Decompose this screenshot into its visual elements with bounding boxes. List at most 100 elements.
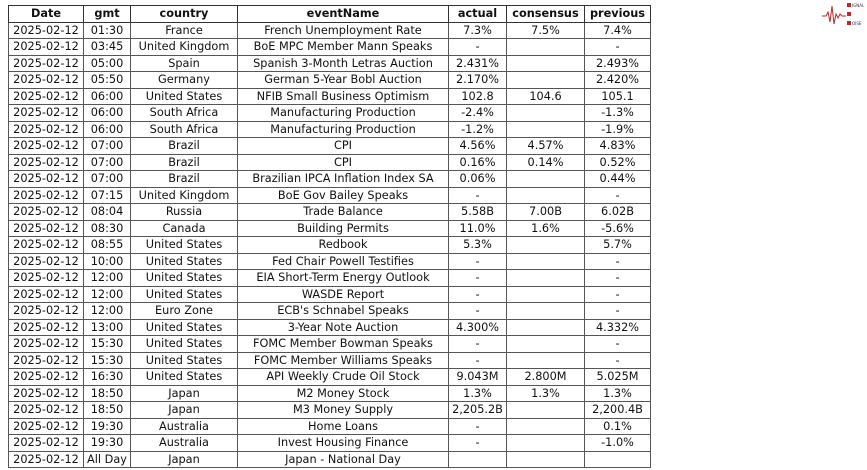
cell-actual: 2,205.2B — [448, 401, 507, 419]
cell-date: 2025-02-12 — [8, 450, 84, 468]
cell-date: 2025-02-12 — [8, 302, 84, 320]
cell-event-name: API Weekly Crude Oil Stock — [237, 368, 449, 386]
cell-country: United States — [130, 335, 238, 353]
column-header-date: Date — [8, 5, 84, 23]
cell-consensus — [506, 71, 585, 89]
cell-date: 2025-02-12 — [8, 335, 84, 353]
table-row: 2025-02-12 19:30 Australia Invest Housing F… — [8, 434, 651, 452]
column-header-previous: previous — [584, 5, 651, 23]
cell-event-name: WASDE Report — [237, 285, 449, 303]
cell-gmt: 13:00 — [83, 318, 131, 336]
cell-consensus — [506, 401, 585, 419]
table-row: 2025-02-12 16:30 United States API Weekly C… — [8, 368, 651, 386]
cell-date: 2025-02-12 — [8, 318, 84, 336]
cell-consensus — [506, 170, 585, 188]
cell-date: 2025-02-12 — [8, 203, 84, 221]
cell-previous: 2.420% — [584, 71, 651, 89]
cell-gmt: 06:00 — [83, 104, 131, 122]
cell-previous: - — [584, 351, 651, 369]
cell-consensus — [506, 186, 585, 204]
table-row: 2025-02-12 12:00 Euro Zone ECB's Schnabel S… — [8, 302, 651, 320]
cell-consensus — [506, 417, 585, 435]
table-row: 2025-02-12 07:15 United Kingdom BoE Gov Bai… — [8, 186, 651, 204]
cell-consensus — [506, 335, 585, 353]
cell-previous: 105.1 — [584, 87, 651, 105]
cell-consensus: 1.3% — [506, 384, 585, 402]
cell-country: United Kingdom — [130, 38, 238, 56]
cell-event-name: CPI — [237, 137, 449, 155]
cell-gmt: 12:00 — [83, 302, 131, 320]
cell-previous: - — [584, 285, 651, 303]
cell-previous: 1.3% — [584, 384, 651, 402]
column-header-event-name: eventName — [237, 5, 449, 23]
table-row: 2025-02-12 06:00 United States NFIB Small B… — [8, 87, 651, 105]
cell-country: Canada — [130, 219, 238, 237]
cell-date: 2025-02-12 — [8, 236, 84, 254]
cell-consensus: 0.14% — [506, 153, 585, 171]
cell-date: 2025-02-12 — [8, 417, 84, 435]
cell-consensus — [506, 269, 585, 287]
cell-event-name: M3 Money Supply — [237, 401, 449, 419]
cell-actual: -1.2% — [448, 120, 507, 138]
column-header-country: country — [130, 5, 238, 23]
cell-country: United States — [130, 318, 238, 336]
cell-country: Brazil — [130, 153, 238, 171]
cell-actual: - — [448, 252, 507, 270]
table-row: 2025-02-12 07:00 Brazil Brazilian IPCA Infl… — [8, 170, 651, 188]
cell-date: 2025-02-12 — [8, 401, 84, 419]
column-header-consensus: consensus — [506, 5, 585, 23]
table-row: 2025-02-12 03:45 United Kingdom BoE MPC Mem… — [8, 38, 651, 56]
cell-country: United States — [130, 252, 238, 270]
cell-gmt: 19:30 — [83, 434, 131, 452]
table-row: 2025-02-12 12:00 United States EIA Short-Te… — [8, 269, 651, 287]
cell-event-name: Redbook — [237, 236, 449, 254]
cell-consensus: 104.6 — [506, 87, 585, 105]
cell-event-name: Manufacturing Production — [237, 120, 449, 138]
cell-event-name: Manufacturing Production — [237, 104, 449, 122]
cell-actual: 102.8 — [448, 87, 507, 105]
cell-actual: 9.043M — [448, 368, 507, 386]
cell-event-name: French Unemployment Rate — [237, 21, 449, 39]
cell-consensus — [506, 38, 585, 56]
cell-event-name: Invest Housing Finance — [237, 434, 449, 452]
cell-event-name: M2 Money Stock — [237, 384, 449, 402]
cell-date: 2025-02-12 — [8, 137, 84, 155]
cell-date: 2025-02-12 — [8, 368, 84, 386]
svg-text:IGNAL: IGNAL — [852, 3, 865, 8]
cell-country: United States — [130, 351, 238, 369]
table-row: 2025-02-12 05:50 Germany German 5-Year Bobl… — [8, 71, 651, 89]
cell-previous: -1.0% — [584, 434, 651, 452]
cell-country: South Africa — [130, 104, 238, 122]
cell-previous: 0.44% — [584, 170, 651, 188]
cell-actual: 5.3% — [448, 236, 507, 254]
economic-calendar-table: Date gmt country eventName actual consensus pr… — [8, 5, 651, 468]
cell-previous: - — [584, 269, 651, 287]
table-row: 2025-02-12 06:00 South Africa Manufacturing… — [8, 120, 651, 138]
cell-date: 2025-02-12 — [8, 153, 84, 171]
cell-date: 2025-02-12 — [8, 87, 84, 105]
cell-country: South Africa — [130, 120, 238, 138]
cell-consensus — [506, 285, 585, 303]
cell-previous: 2,200.4B — [584, 401, 651, 419]
cell-event-name: Spanish 3-Month Letras Auction — [237, 54, 449, 72]
cell-gmt: 03:45 — [83, 38, 131, 56]
cell-gmt: 10:00 — [83, 252, 131, 270]
cell-gmt: 07:00 — [83, 170, 131, 188]
cell-event-name: NFIB Small Business Optimism — [237, 87, 449, 105]
table-row: 2025-02-12 19:30 Australia Home Loans - 0.1% — [8, 417, 651, 435]
cell-previous: -1.9% — [584, 120, 651, 138]
cell-gmt: 06:00 — [83, 87, 131, 105]
cell-previous: - — [584, 38, 651, 56]
cell-actual — [448, 450, 507, 468]
column-header-actual: actual — [448, 5, 507, 23]
cell-event-name: Fed Chair Powell Testifies — [237, 252, 449, 270]
cell-consensus: 7.5% — [506, 21, 585, 39]
cell-consensus — [506, 54, 585, 72]
cell-country: United States — [130, 87, 238, 105]
cell-actual: 0.16% — [448, 153, 507, 171]
cell-gmt: 16:30 — [83, 368, 131, 386]
cell-actual: - — [448, 302, 507, 320]
cell-date: 2025-02-12 — [8, 351, 84, 369]
cell-actual: 2.431% — [448, 54, 507, 72]
cell-actual: - — [448, 417, 507, 435]
